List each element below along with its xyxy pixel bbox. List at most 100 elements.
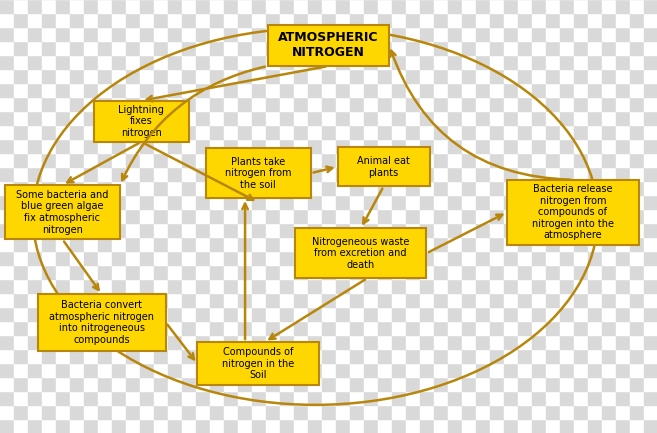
Bar xyxy=(616,391,630,405)
Bar xyxy=(224,363,238,377)
Bar xyxy=(98,83,112,97)
Bar xyxy=(406,223,420,237)
Bar xyxy=(224,69,238,83)
Bar xyxy=(336,69,350,83)
Bar xyxy=(168,27,182,41)
Bar xyxy=(518,139,532,153)
Bar xyxy=(350,195,364,209)
Bar xyxy=(0,41,14,55)
Bar xyxy=(490,181,504,195)
Bar xyxy=(112,13,126,27)
Bar xyxy=(252,13,266,27)
Bar xyxy=(42,69,56,83)
Bar xyxy=(112,139,126,153)
Bar xyxy=(126,13,140,27)
Bar xyxy=(168,279,182,293)
Bar xyxy=(630,377,644,391)
Bar xyxy=(378,55,392,69)
Bar xyxy=(560,69,574,83)
Bar xyxy=(28,41,42,55)
Bar xyxy=(504,349,518,363)
Bar xyxy=(574,321,588,335)
Bar xyxy=(182,69,196,83)
Bar xyxy=(630,307,644,321)
Bar xyxy=(294,405,308,419)
Bar xyxy=(42,41,56,55)
Bar xyxy=(644,139,657,153)
Bar xyxy=(518,265,532,279)
Bar xyxy=(112,167,126,181)
Bar xyxy=(504,111,518,125)
Bar xyxy=(98,279,112,293)
Bar xyxy=(182,167,196,181)
Bar xyxy=(546,209,560,223)
Bar xyxy=(98,13,112,27)
Bar xyxy=(406,153,420,167)
Bar xyxy=(308,265,322,279)
Bar xyxy=(238,13,252,27)
Bar xyxy=(56,139,70,153)
Bar xyxy=(350,293,364,307)
Bar xyxy=(616,13,630,27)
Bar xyxy=(504,237,518,251)
Bar xyxy=(476,321,490,335)
Bar xyxy=(280,209,294,223)
Bar xyxy=(266,13,280,27)
Bar xyxy=(350,83,364,97)
Bar xyxy=(266,363,280,377)
Bar xyxy=(294,223,308,237)
Bar xyxy=(266,293,280,307)
Bar xyxy=(518,363,532,377)
Bar xyxy=(518,419,532,433)
Bar xyxy=(0,251,14,265)
Bar xyxy=(322,125,336,139)
Bar xyxy=(126,153,140,167)
Bar xyxy=(546,237,560,251)
Bar xyxy=(98,55,112,69)
Bar xyxy=(322,195,336,209)
Bar xyxy=(434,97,448,111)
Bar xyxy=(532,251,546,265)
Bar xyxy=(98,363,112,377)
Bar xyxy=(420,307,434,321)
Bar xyxy=(210,13,224,27)
Bar xyxy=(196,41,210,55)
Bar xyxy=(518,0,532,13)
Bar xyxy=(0,265,14,279)
Bar xyxy=(476,41,490,55)
Bar xyxy=(644,419,657,433)
Bar xyxy=(28,181,42,195)
Bar xyxy=(126,391,140,405)
Bar xyxy=(154,251,168,265)
Bar xyxy=(266,237,280,251)
Bar xyxy=(280,251,294,265)
Bar xyxy=(168,13,182,27)
Bar xyxy=(0,97,14,111)
Bar xyxy=(224,237,238,251)
Bar xyxy=(364,223,378,237)
Bar xyxy=(462,237,476,251)
Bar xyxy=(392,0,406,13)
Bar xyxy=(448,223,462,237)
Bar xyxy=(98,167,112,181)
Bar xyxy=(28,307,42,321)
Bar xyxy=(224,223,238,237)
Bar xyxy=(182,391,196,405)
Bar xyxy=(588,69,602,83)
Bar xyxy=(504,391,518,405)
Bar xyxy=(462,335,476,349)
Bar xyxy=(154,55,168,69)
Bar xyxy=(42,195,56,209)
Text: Compounds of
nitrogen in the
Soil: Compounds of nitrogen in the Soil xyxy=(222,347,294,380)
Bar xyxy=(280,195,294,209)
Bar xyxy=(14,279,28,293)
Bar xyxy=(196,293,210,307)
Bar xyxy=(616,153,630,167)
Bar xyxy=(532,195,546,209)
Bar xyxy=(476,419,490,433)
Bar xyxy=(154,237,168,251)
Bar xyxy=(560,307,574,321)
Bar xyxy=(462,41,476,55)
Bar xyxy=(98,321,112,335)
Bar xyxy=(490,125,504,139)
